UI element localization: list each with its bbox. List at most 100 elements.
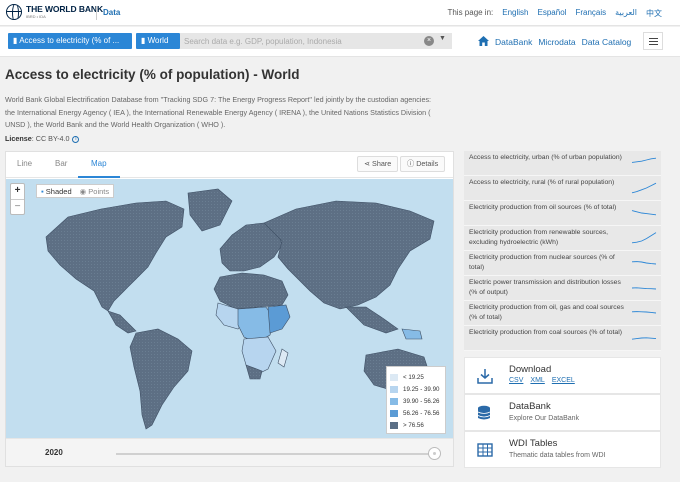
world-map[interactable]: + − ▪ Shaded ◉ Points < 19.25 19.25 - 39.… [6, 179, 453, 438]
related-indicator-item[interactable]: Electricity production from oil, gas and… [464, 301, 661, 326]
country-pill[interactable]: ▮ World [136, 33, 180, 49]
related-indicator-label: Electricity production from oil sources … [469, 204, 617, 211]
pin-icon: ▮ [141, 36, 146, 45]
sparkline [631, 210, 657, 216]
tab-map[interactable]: Map [91, 159, 107, 168]
zoom-out-button[interactable]: − [11, 199, 24, 214]
related-indicator-item[interactable]: Access to electricity, urban (% of urban… [464, 151, 661, 176]
indicator-pill[interactable]: ▮ Access to electricity (% of ... [8, 33, 132, 49]
mode-shaded[interactable]: ▪ Shaded [41, 187, 72, 196]
year-slider-handle[interactable] [428, 447, 441, 460]
databank-card[interactable]: DataBank Explore Our DataBank [464, 394, 661, 431]
logo-divider [96, 6, 97, 20]
share-icon: ⋖ [364, 159, 371, 168]
map-north-africa [213, 272, 289, 310]
related-indicator-item[interactable]: Access to electricity, rural (% of rural… [464, 176, 661, 201]
lang-spanish[interactable]: Español [537, 8, 567, 17]
radio-icon: ◉ [79, 186, 87, 196]
legend-label: 39.90 - 56.26 [403, 397, 440, 405]
legend-item[interactable]: < 19.25 [390, 371, 442, 383]
sparkline [631, 182, 657, 194]
related-indicator-item[interactable]: Electricity production from renewable so… [464, 226, 661, 251]
shaded-label: Shaded [45, 186, 72, 196]
clear-icon[interactable]: × [424, 36, 434, 46]
indicator-pill-label: Access to electricity (% of ... [19, 36, 120, 45]
related-indicator-label: Electricity production from nuclear sour… [469, 254, 615, 271]
map-legend: < 19.25 19.25 - 39.90 39.90 - 56.26 56.26 -… [386, 366, 446, 434]
home-icon[interactable] [478, 36, 489, 46]
related-indicator-item[interactable]: Electricity production from coal sources… [464, 326, 661, 351]
country-pill-label: World [147, 36, 169, 45]
data-home-link[interactable]: Data [103, 8, 121, 17]
related-indicator-label: Access to electricity, rural (% of rural… [469, 179, 615, 186]
sparkline-trend [631, 261, 657, 265]
legend-item[interactable]: 56.26 - 76.56 [390, 407, 442, 419]
logo-subtitle: IBRD • IDA [26, 13, 46, 19]
wdi-title: WDI Tables [509, 438, 558, 449]
license-label: License [5, 134, 32, 143]
legend-item[interactable]: > 76.56 [390, 419, 442, 431]
logo-name: THE WORLD BANK [26, 4, 103, 15]
mode-points[interactable]: ◉ Points [80, 187, 110, 196]
lang-french[interactable]: Français [575, 8, 607, 17]
tab-line[interactable]: Line [17, 159, 33, 168]
search-field: × ▼ [180, 33, 452, 49]
top-bar: THE WORLD BANK IBRD • IDA Data This page… [0, 0, 680, 26]
year-slider-track[interactable] [116, 453, 434, 455]
map-greenland [187, 188, 233, 232]
map-svg [45, 188, 445, 430]
share-button[interactable]: ⋖ Share [357, 156, 399, 172]
database-icon [477, 405, 491, 420]
selected-year: 2020 [45, 448, 63, 457]
map-madagascar [277, 348, 289, 368]
lang-arabic[interactable]: العربية [615, 8, 637, 17]
map-mode-toggle: ▪ Shaded ◉ Points [36, 184, 115, 198]
search-input[interactable] [184, 33, 414, 49]
download-csv-link[interactable]: CSV [509, 377, 524, 384]
world-bank-logo[interactable]: THE WORLD BANK IBRD • IDA [6, 4, 103, 20]
details-button[interactable]: ⓘ Details [400, 156, 446, 172]
share-label: Share [372, 159, 392, 168]
map-south-africa [245, 364, 263, 380]
chart-panel: Line Bar Map ⋖ Share ⓘ Details [5, 151, 454, 467]
legend-swatch [390, 385, 398, 393]
table-icon [477, 443, 493, 457]
license-value: : CC BY-4.0 [31, 134, 70, 143]
nav-databank[interactable]: DataBank [495, 37, 533, 47]
sparkline [631, 287, 657, 290]
chevron-down-icon[interactable]: ▼ [439, 35, 446, 42]
page-title: Access to electricity (% of population) … [5, 67, 300, 82]
related-indicator-item[interactable]: Electricity production from oil sources … [464, 201, 661, 226]
details-label: Details [416, 159, 439, 168]
nav-data-catalog[interactable]: Data Catalog [581, 37, 632, 47]
legend-item[interactable]: 39.90 - 56.26 [390, 395, 442, 407]
sparkline-trend [631, 157, 657, 163]
wdi-card[interactable]: WDI Tables Thematic data tables from WDI [464, 431, 661, 468]
related-indicator-item[interactable]: Electric power transmission and distribu… [464, 276, 661, 301]
hamburger-menu-button[interactable] [643, 32, 663, 50]
chart-icon: ▮ [13, 36, 18, 45]
sparkline [631, 157, 657, 163]
legend-item[interactable]: 19.25 - 39.90 [390, 383, 442, 395]
download-xml-link[interactable]: XML [530, 377, 545, 384]
zoom-in-button[interactable]: + [14, 185, 21, 196]
lang-english[interactable]: English [502, 8, 529, 17]
map-east-africa [267, 304, 291, 334]
related-indicator-label: Electric power transmission and distribu… [469, 279, 621, 296]
lang-chinese[interactable]: 中文 [646, 9, 662, 18]
download-excel-link[interactable]: EXCEL [551, 377, 575, 384]
map-south-america [129, 328, 193, 430]
info-icon[interactable]: i [72, 135, 80, 143]
tab-bar[interactable]: Bar [55, 159, 68, 168]
download-card: Download CSV XML EXCEL [464, 357, 661, 394]
nav-microdata[interactable]: Microdata [538, 37, 576, 47]
legend-label: > 76.56 [403, 421, 424, 429]
related-indicator-item[interactable]: Electricity production from nuclear sour… [464, 251, 661, 276]
map-southeast-asia [345, 306, 399, 334]
chart-tabs: Line Bar Map ⋖ Share ⓘ Details [6, 152, 453, 178]
map-papua [401, 328, 423, 340]
legend-label: 19.25 - 39.90 [403, 385, 440, 393]
sparkline [631, 261, 657, 265]
points-label: Points [88, 186, 110, 196]
sparkline-trend [631, 287, 657, 290]
